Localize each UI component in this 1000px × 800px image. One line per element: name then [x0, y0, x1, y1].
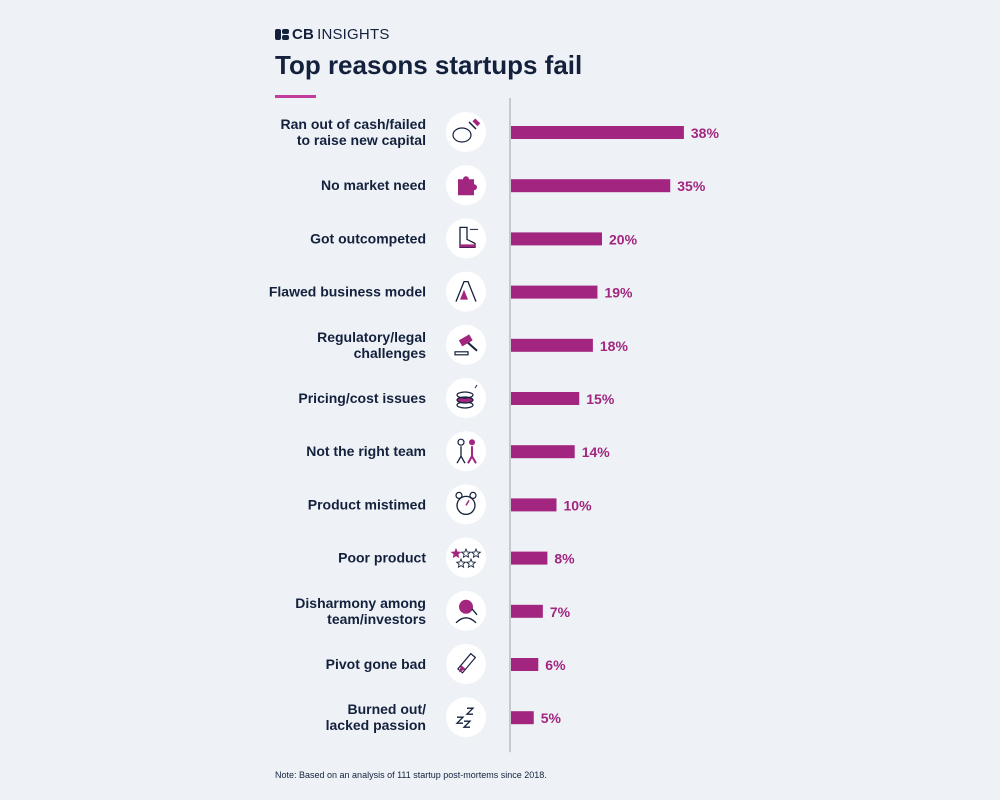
- sneaker-icon: [446, 218, 486, 259]
- category-label: Ran out of cash/failed: [281, 116, 426, 132]
- title-accent-line: [275, 95, 316, 98]
- category-label: Disharmony among: [295, 595, 426, 611]
- logo-mark-icon: [275, 29, 289, 40]
- data-label: 18%: [600, 338, 629, 354]
- alarm-clock-icon: [446, 484, 486, 525]
- sleeping-zzz-icon: [446, 697, 486, 738]
- category-label: lacked passion: [326, 717, 426, 733]
- piggy-bank-hammer-icon: [446, 112, 486, 152]
- data-label: 38%: [691, 125, 720, 141]
- category-label: challenges: [354, 345, 427, 361]
- category-label: No market need: [321, 177, 426, 193]
- star-rating-icon: [446, 537, 486, 578]
- data-label: 35%: [677, 178, 706, 194]
- bar: [511, 126, 684, 139]
- footnote: Note: Based on an analysis of 111 startu…: [275, 770, 547, 780]
- icon-background: [446, 218, 486, 259]
- coin-stack-icon: [446, 378, 486, 418]
- bar: [511, 338, 593, 352]
- data-label: 6%: [545, 657, 566, 673]
- category-label: Got outcompeted: [310, 230, 426, 246]
- frustrated-person-icon: [446, 590, 486, 631]
- bar: [511, 392, 580, 405]
- category-label: Pivot gone bad: [326, 656, 426, 672]
- bar: [511, 285, 598, 299]
- team-people-icon: [446, 431, 486, 472]
- gavel-icon: [446, 324, 486, 365]
- data-label: 7%: [550, 604, 571, 620]
- bar: [511, 232, 602, 246]
- data-label: 14%: [582, 444, 611, 460]
- category-label: Burned out/: [347, 701, 426, 717]
- pencil-icon: [446, 644, 486, 684]
- data-label: 5%: [541, 710, 562, 726]
- category-label: Regulatory/legal: [317, 329, 426, 345]
- category-label: Not the right team: [306, 443, 426, 459]
- page-title: Top reasons startups fail: [275, 50, 583, 80]
- icon-background: [446, 324, 486, 365]
- icon-background: [446, 537, 486, 578]
- icon-background: [446, 112, 486, 152]
- category-label: Flawed business model: [269, 284, 426, 300]
- logo-text-bold: CB: [292, 26, 315, 43]
- icon-background: [446, 431, 486, 472]
- bar: [511, 711, 534, 725]
- data-label: 10%: [564, 497, 593, 513]
- data-label: 8%: [554, 551, 575, 567]
- category-label: Pricing/cost issues: [298, 390, 426, 406]
- bar: [511, 498, 557, 512]
- category-label: team/investors: [327, 611, 426, 627]
- data-label: 15%: [586, 391, 615, 407]
- bar: [511, 604, 543, 618]
- icon-background: [446, 271, 486, 312]
- cb-insights-logo: CB INSIGHTS: [275, 26, 390, 43]
- data-label: 19%: [604, 285, 633, 301]
- category-label: Product mistimed: [308, 496, 426, 512]
- bar: [511, 179, 671, 193]
- icon-background: [446, 697, 486, 738]
- puzzle-piece-icon: [446, 165, 486, 206]
- house-of-cards-icon: [446, 271, 486, 312]
- category-label: to raise new capital: [297, 132, 426, 148]
- category-label: Poor product: [338, 550, 426, 566]
- bar: [511, 658, 539, 671]
- data-label: 20%: [609, 231, 638, 247]
- bar: [511, 445, 575, 459]
- icon-background: [446, 644, 486, 684]
- bar: [511, 551, 548, 565]
- logo-text-light: INSIGHTS: [317, 26, 390, 43]
